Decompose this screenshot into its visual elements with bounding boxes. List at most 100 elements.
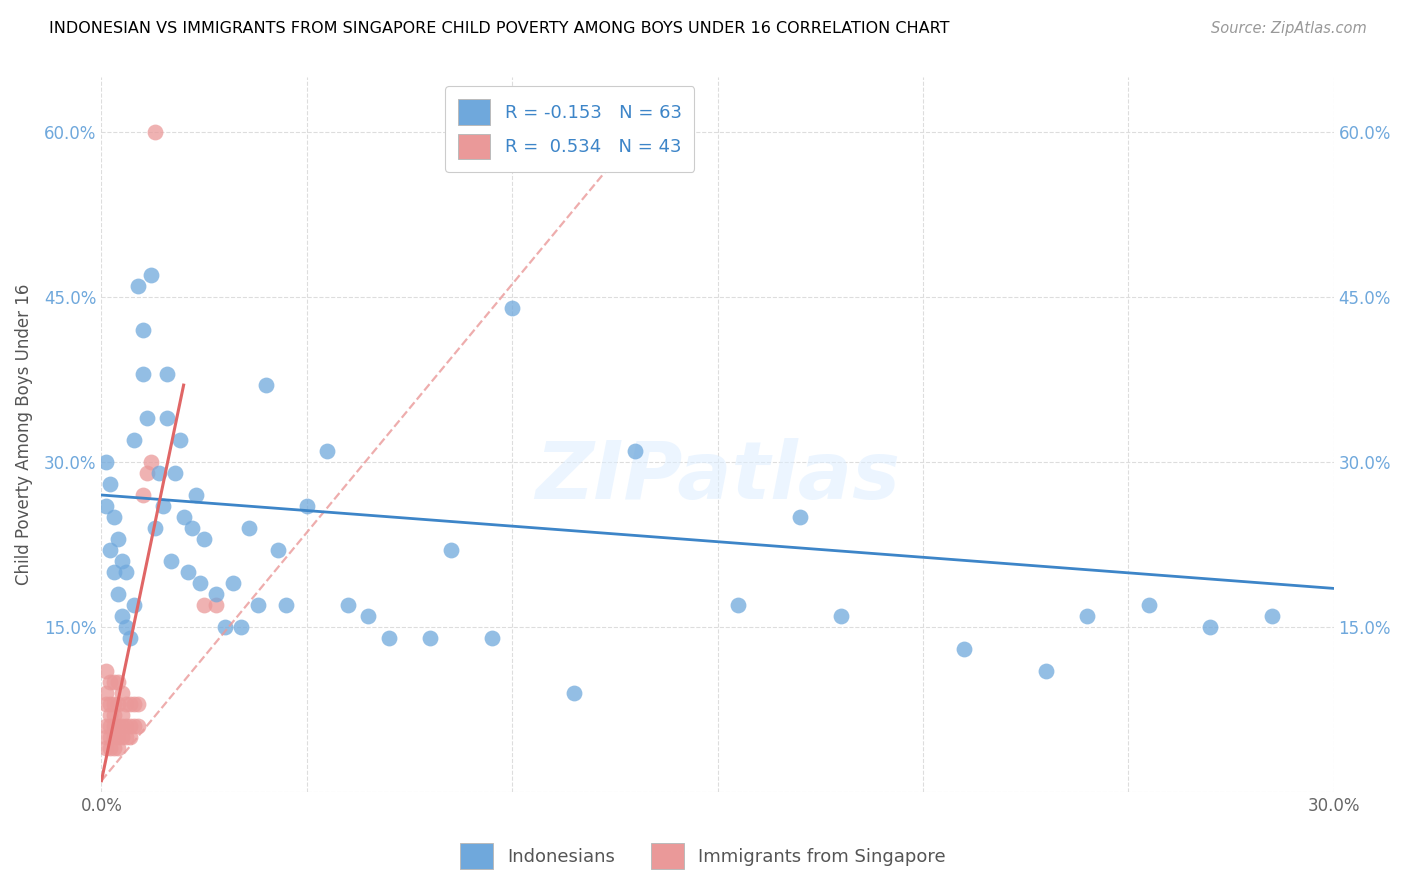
Point xyxy=(316,444,339,458)
Point xyxy=(727,598,749,612)
Point xyxy=(1076,608,1098,623)
Legend: R = -0.153   N = 63, R =  0.534   N = 43: R = -0.153 N = 63, R = 0.534 N = 43 xyxy=(446,87,695,172)
Point xyxy=(98,730,121,744)
Point xyxy=(165,466,187,480)
Point xyxy=(115,697,138,711)
Point xyxy=(103,510,125,524)
Point xyxy=(103,707,125,722)
Point xyxy=(135,411,157,425)
Point xyxy=(124,697,146,711)
Point xyxy=(98,719,121,733)
Point xyxy=(1035,664,1057,678)
Point xyxy=(124,719,146,733)
Point xyxy=(180,521,202,535)
Point xyxy=(124,598,146,612)
Point xyxy=(107,587,129,601)
Point xyxy=(111,730,134,744)
Point xyxy=(94,455,117,469)
Text: INDONESIAN VS IMMIGRANTS FROM SINGAPORE CHILD POVERTY AMONG BOYS UNDER 16 CORREL: INDONESIAN VS IMMIGRANTS FROM SINGAPORE … xyxy=(49,21,949,37)
Point xyxy=(205,598,228,612)
Point xyxy=(160,554,183,568)
Point xyxy=(131,323,153,337)
Point xyxy=(276,598,298,612)
Point xyxy=(98,543,121,558)
Point xyxy=(107,532,129,546)
Point xyxy=(103,730,125,744)
Point xyxy=(131,367,153,381)
Point xyxy=(177,565,200,579)
Point xyxy=(120,730,142,744)
Point xyxy=(94,664,117,678)
Point xyxy=(501,301,523,316)
Point xyxy=(107,674,129,689)
Point xyxy=(98,477,121,491)
Point xyxy=(184,488,207,502)
Point xyxy=(98,740,121,755)
Point xyxy=(193,532,215,546)
Point xyxy=(139,455,162,469)
Point xyxy=(120,631,142,645)
Point xyxy=(188,575,211,590)
Point xyxy=(94,730,117,744)
Point xyxy=(107,740,129,755)
Point xyxy=(295,499,318,513)
Point xyxy=(562,686,585,700)
Point xyxy=(94,719,117,733)
Point xyxy=(107,719,129,733)
Point xyxy=(238,521,260,535)
Point xyxy=(127,279,149,293)
Legend: Indonesians, Immigrants from Singapore: Indonesians, Immigrants from Singapore xyxy=(453,836,953,876)
Point xyxy=(193,598,215,612)
Point xyxy=(156,367,179,381)
Point xyxy=(120,697,142,711)
Point xyxy=(135,466,157,480)
Point xyxy=(830,608,852,623)
Text: Source: ZipAtlas.com: Source: ZipAtlas.com xyxy=(1211,21,1367,37)
Point xyxy=(148,466,170,480)
Text: ZIPatlas: ZIPatlas xyxy=(536,439,900,516)
Point xyxy=(94,697,117,711)
Point xyxy=(169,433,191,447)
Point xyxy=(120,719,142,733)
Point xyxy=(267,543,290,558)
Point xyxy=(98,674,121,689)
Point xyxy=(336,598,359,612)
Point xyxy=(127,719,149,733)
Point xyxy=(103,719,125,733)
Point xyxy=(143,125,166,139)
Point xyxy=(139,268,162,283)
Point xyxy=(124,433,146,447)
Point xyxy=(111,608,134,623)
Point xyxy=(229,620,252,634)
Point xyxy=(254,378,277,392)
Point xyxy=(131,488,153,502)
Point xyxy=(115,620,138,634)
Point xyxy=(246,598,269,612)
Point xyxy=(103,674,125,689)
Point xyxy=(1137,598,1160,612)
Point xyxy=(1261,608,1284,623)
Point xyxy=(111,719,134,733)
Point xyxy=(111,554,134,568)
Point xyxy=(357,608,380,623)
Point xyxy=(111,686,134,700)
Point xyxy=(419,631,441,645)
Point xyxy=(94,686,117,700)
Point xyxy=(222,575,245,590)
Point xyxy=(115,719,138,733)
Point xyxy=(107,730,129,744)
Point xyxy=(205,587,228,601)
Point xyxy=(789,510,811,524)
Point xyxy=(156,411,179,425)
Point xyxy=(98,707,121,722)
Point xyxy=(115,565,138,579)
Point xyxy=(111,707,134,722)
Point xyxy=(103,565,125,579)
Point xyxy=(103,697,125,711)
Point xyxy=(115,730,138,744)
Point xyxy=(481,631,503,645)
Point xyxy=(152,499,174,513)
Point xyxy=(1199,620,1222,634)
Point xyxy=(94,740,117,755)
Point xyxy=(439,543,461,558)
